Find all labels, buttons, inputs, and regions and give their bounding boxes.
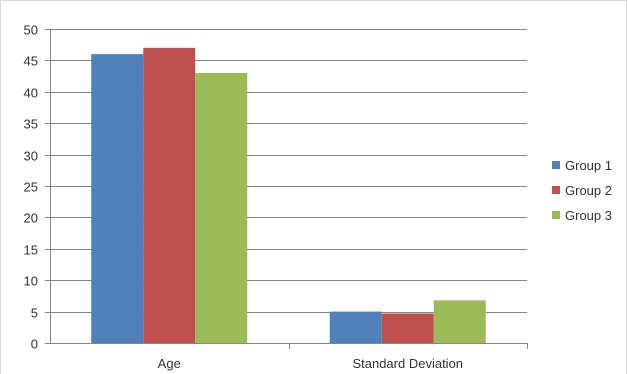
- bar: [433, 300, 486, 343]
- y-tick-label: 25: [24, 180, 38, 195]
- legend-label: Group 3: [565, 208, 612, 223]
- y-tick-label: 30: [24, 149, 38, 164]
- y-tick-label: 35: [24, 117, 38, 132]
- legend-label: Group 2: [565, 183, 612, 198]
- y-tick-label: 5: [31, 306, 38, 321]
- bar: [329, 311, 382, 343]
- x-tick-label: Age: [158, 356, 181, 371]
- bar: [143, 47, 196, 344]
- legend-swatch: [552, 161, 560, 169]
- y-tick-label: 20: [24, 211, 38, 226]
- y-tick-label: 15: [24, 243, 38, 258]
- y-tick-label: 40: [24, 86, 38, 101]
- legend-label: Group 1: [565, 158, 612, 173]
- y-tick-label: 10: [24, 274, 38, 289]
- bar: [381, 313, 434, 343]
- y-tick-label: 0: [31, 337, 38, 352]
- y-tick-label: 45: [24, 54, 38, 69]
- x-tick-label: Standard Deviation: [352, 356, 463, 371]
- bar: [91, 54, 144, 344]
- legend-swatch: [552, 186, 560, 194]
- legend-swatch: [552, 211, 560, 219]
- y-tick-label: 50: [24, 23, 38, 38]
- bar: [195, 72, 248, 344]
